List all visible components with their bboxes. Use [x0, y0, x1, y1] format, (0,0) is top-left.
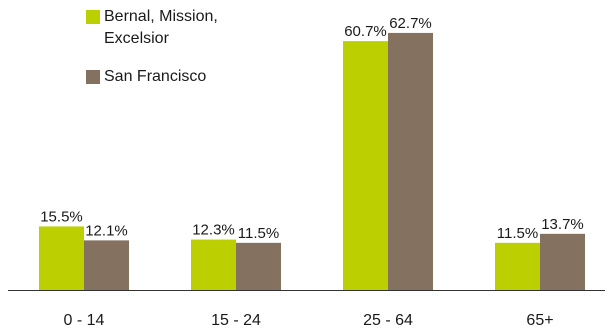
data-label-san-francisco-0: 12.1%	[85, 222, 128, 239]
bar-bernal-3	[495, 242, 540, 290]
bar-san-francisco-2	[388, 32, 433, 291]
chart-legend: Bernal, Mission, Excelsior San Francisco	[86, 6, 234, 104]
bar-san-francisco-0	[84, 240, 129, 290]
data-label-san-francisco-2: 62.7%	[389, 15, 432, 32]
legend-swatch-san-francisco	[86, 70, 100, 84]
bar-bernal-0	[39, 226, 84, 290]
data-label-bernal-1: 12.3%	[192, 222, 235, 239]
data-label-bernal-0: 15.5%	[40, 208, 83, 225]
bar-bernal-2	[343, 41, 388, 290]
legend-item-san-francisco: San Francisco	[86, 66, 234, 88]
legend-label-san-francisco: San Francisco	[104, 68, 207, 85]
legend-item-bernal: Bernal, Mission, Excelsior	[86, 6, 234, 50]
x-tick-label-1: 15 - 24	[211, 312, 261, 329]
legend-swatch-bernal	[86, 10, 100, 24]
bar-bernal-1	[191, 239, 236, 290]
x-tick-label-2: 25 - 64	[363, 312, 413, 329]
data-label-san-francisco-3: 13.7%	[541, 216, 584, 233]
data-label-bernal-3: 11.5%	[497, 225, 538, 242]
legend-label-bernal: Bernal, Mission, Excelsior	[104, 8, 218, 47]
x-tick-label-3: 65+	[526, 312, 553, 329]
x-tick-label-0: 0 - 14	[64, 312, 105, 329]
data-label-san-francisco-1: 11.5%	[238, 225, 279, 242]
data-label-bernal-2: 60.7%	[344, 23, 387, 40]
bar-san-francisco-1	[236, 242, 281, 290]
bar-san-francisco-3	[540, 233, 585, 290]
